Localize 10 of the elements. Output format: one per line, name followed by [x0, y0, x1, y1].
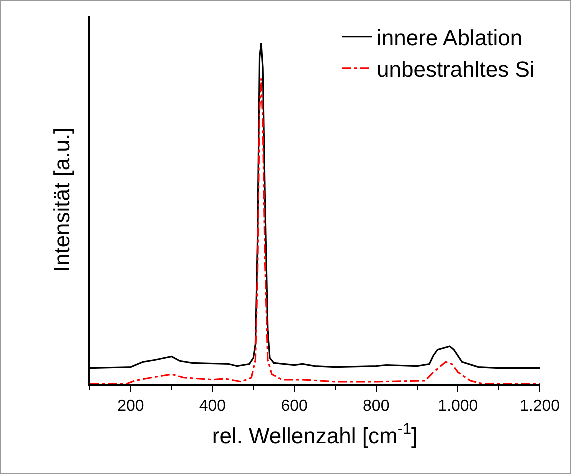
x-tick-label: 600 [281, 398, 308, 415]
x-axis-title: rel. Wellenzahl [cm$^{-1}$] [212, 421, 418, 448]
legend-label: innere Ablation [377, 25, 523, 50]
x-tick-label: 1.000 [438, 398, 478, 415]
legend-label: unbestrahltes Si [377, 56, 535, 82]
y-axis-title: Intensität [a.u.] [50, 128, 75, 272]
x-tick-label: 1.200 [520, 398, 560, 415]
x-tick-label: 200 [118, 398, 144, 415]
x-tick-label: 400 [199, 398, 226, 415]
x-tick-label: 800 [363, 398, 390, 415]
